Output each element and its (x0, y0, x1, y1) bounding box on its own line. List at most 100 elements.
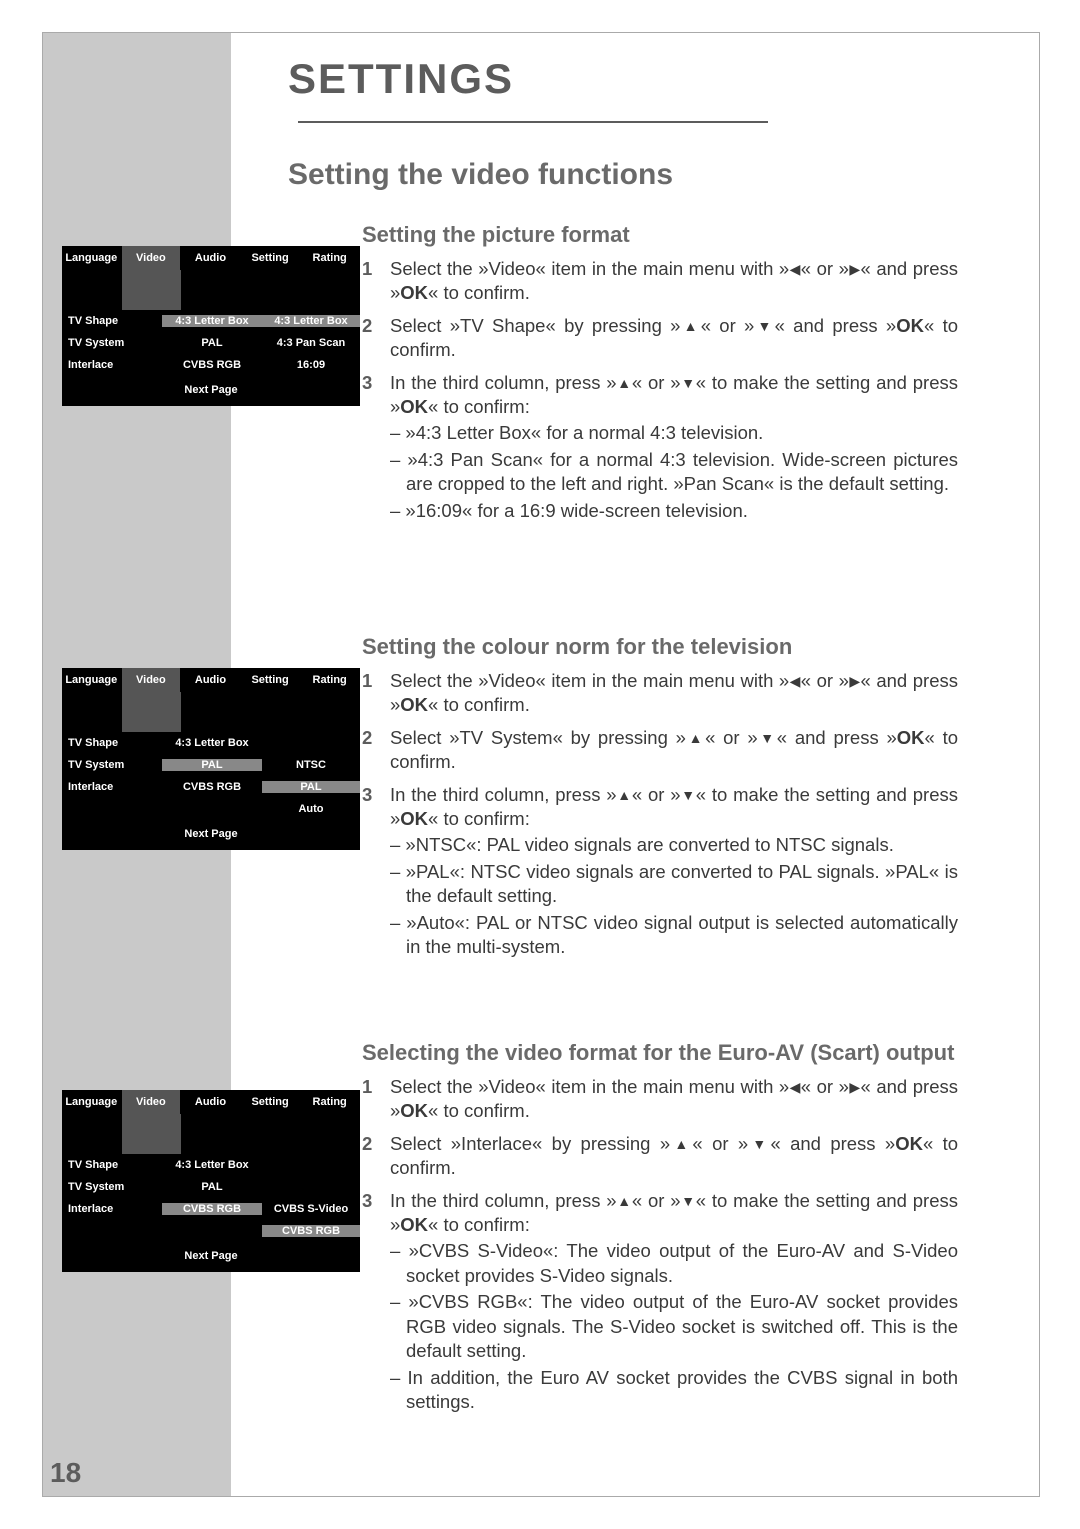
menu-tv-shape: LanguageVideoAudioSettingRatingTV Shape4… (62, 246, 360, 406)
subheading: Selecting the video format for the Euro-… (362, 1038, 958, 1067)
menu-value: CVBS RGB (162, 781, 262, 793)
instruction-step: 3In the third column, press »▲« or »▼« t… (362, 1189, 958, 1415)
menu-tab: Rating (300, 246, 360, 270)
menu-body-spacer (62, 692, 360, 732)
menu-tabs: LanguageVideoAudioSettingRating (62, 1090, 360, 1114)
arrow-icon: ▲ (617, 1193, 632, 1209)
sub-item: – »CVBS RGB«: The video output of the Eu… (390, 1290, 958, 1363)
menu-option: NTSC (262, 759, 360, 771)
step-number: 1 (362, 669, 390, 718)
menu-interlace: LanguageVideoAudioSettingRating TV Shape4… (62, 1090, 360, 1272)
section-colour-norm: Setting the colour norm for the televisi… (362, 632, 958, 968)
menu-option: CVBS S-Video (262, 1203, 360, 1215)
step-body: Select the »Video« item in the main menu… (390, 669, 958, 718)
step-body: Select »TV System« by pressing »▲« or »▼… (390, 726, 958, 775)
step-number: 3 (362, 1189, 390, 1415)
sub-item: – »CVBS S-Video«: The video output of th… (390, 1239, 958, 1288)
menu-label: TV System (62, 337, 162, 349)
menu-label: Interlace (62, 1203, 162, 1215)
menu-value: PAL (162, 759, 262, 771)
arrow-icon: ▼ (681, 1193, 696, 1209)
menu-option: Auto (262, 803, 360, 815)
menu-tab: Language (62, 668, 122, 692)
menu-row: InterlaceCVBS RGB16:09 (62, 354, 360, 376)
instruction-step: 3In the third column, press »▲« or »▼« t… (362, 783, 958, 960)
menu-tab: Setting (241, 246, 301, 270)
menu-row: TV Shape4:3 Letter Box (62, 732, 360, 754)
arrow-icon: ▶ (849, 261, 861, 277)
menu-tab: Setting (241, 668, 301, 692)
menu-option: 4:3 Letter Box (262, 315, 360, 327)
step-body: Select »TV Shape« by pressing »▲« or »▼«… (390, 314, 958, 363)
step-body: Select the »Video« item in the main menu… (390, 257, 958, 306)
step-number: 3 (362, 783, 390, 960)
arrow-icon: ▼ (748, 1136, 770, 1152)
menu-label: TV System (62, 759, 162, 771)
menu-value: 4:3 Letter Box (162, 1159, 262, 1171)
menu-label: TV Shape (62, 315, 162, 327)
menu-tab: Rating (300, 668, 360, 692)
instruction-step: 2Select »Interlace« by pressing »▲« or »… (362, 1132, 958, 1181)
section-picture-format: Setting the picture format1Select the »V… (362, 220, 958, 531)
menu-option: PAL (262, 781, 360, 793)
arrow-icon: ◀ (789, 673, 801, 689)
ok-label: OK (400, 694, 428, 715)
arrow-icon: ▲ (680, 318, 700, 334)
menu-row: TV SystemPAL4:3 Pan Scan (62, 332, 360, 354)
menu-tv-system: LanguageVideoAudioSettingRatingTV Shape4… (62, 668, 360, 850)
step-number: 2 (362, 726, 390, 775)
menu-body-spacer (62, 270, 360, 310)
subheading: Setting the colour norm for the televisi… (362, 632, 958, 661)
arrow-icon: ◀ (789, 261, 801, 277)
sub-item: – »PAL«: NTSC video signals are converte… (390, 860, 958, 909)
arrow-icon: ▼ (754, 318, 774, 334)
arrow-icon: ▲ (686, 730, 705, 746)
step-number: 2 (362, 314, 390, 363)
step-body: In the third column, press »▲« or »▼« to… (390, 371, 958, 523)
ok-label: OK (897, 727, 925, 748)
step-number: 1 (362, 1075, 390, 1124)
menu-footer: Next Page (62, 820, 360, 850)
chapter-header: SETTINGS (288, 55, 958, 151)
arrow-icon: ◀ (789, 1079, 801, 1095)
sub-item: – »NTSC«: PAL video signals are converte… (390, 833, 958, 857)
menu-tab: Video (122, 1090, 182, 1114)
menu-tab: Video (122, 246, 182, 270)
step-number: 2 (362, 1132, 390, 1181)
menu-tab: Language (62, 246, 122, 270)
menu-tab: Audio (181, 246, 241, 270)
ok-label: OK (400, 1100, 428, 1121)
arrow-icon: ▲ (617, 787, 632, 803)
instruction-step: 2Select »TV System« by pressing »▲« or »… (362, 726, 958, 775)
menu-value: 4:3 Letter Box (162, 315, 262, 327)
menu-value: 4:3 Letter Box (162, 737, 262, 749)
arrow-icon: ▶ (849, 1079, 861, 1095)
step-body: In the third column, press »▲« or »▼« to… (390, 1189, 958, 1415)
menu-tab: Audio (181, 668, 241, 692)
ok-label: OK (896, 315, 924, 336)
arrow-icon: ▼ (681, 787, 696, 803)
menu-option: 16:09 (262, 359, 360, 371)
menu-row: CVBS RGB (62, 1220, 360, 1242)
menu-label: TV Shape (62, 1159, 162, 1171)
menu-row: InterlaceCVBS RGBCVBS S-Video (62, 1198, 360, 1220)
subheading: Setting the picture format (362, 220, 958, 249)
ok-label: OK (400, 808, 428, 829)
ok-label: OK (895, 1133, 923, 1154)
menu-table: TV Shape4:3 Letter Box4:3 Letter BoxTV S… (62, 310, 360, 376)
arrow-icon: ▼ (758, 730, 777, 746)
menu-row: TV Shape4:3 Letter Box4:3 Letter Box (62, 310, 360, 332)
instruction-step: 3In the third column, press »▲« or »▼« t… (362, 371, 958, 523)
menu-row: TV SystemPAL (62, 1176, 360, 1198)
menu-label: Interlace (62, 359, 162, 371)
menu-option: 4:3 Pan Scan (262, 337, 360, 349)
sub-item: – »16:09« for a 16:9 wide-screen televis… (390, 499, 958, 523)
section-video-format: Selecting the video format for the Euro-… (362, 1038, 958, 1422)
menu-value: CVBS RGB (162, 359, 262, 371)
menu-body-spacer (62, 1114, 360, 1154)
step-body: Select the »Video« item in the main menu… (390, 1075, 958, 1124)
step-body: In the third column, press »▲« or »▼« to… (390, 783, 958, 960)
arrow-icon: ▲ (670, 1136, 692, 1152)
menu-tab: Setting (241, 1090, 301, 1114)
sub-item: – In addition, the Euro AV socket provid… (390, 1366, 958, 1415)
